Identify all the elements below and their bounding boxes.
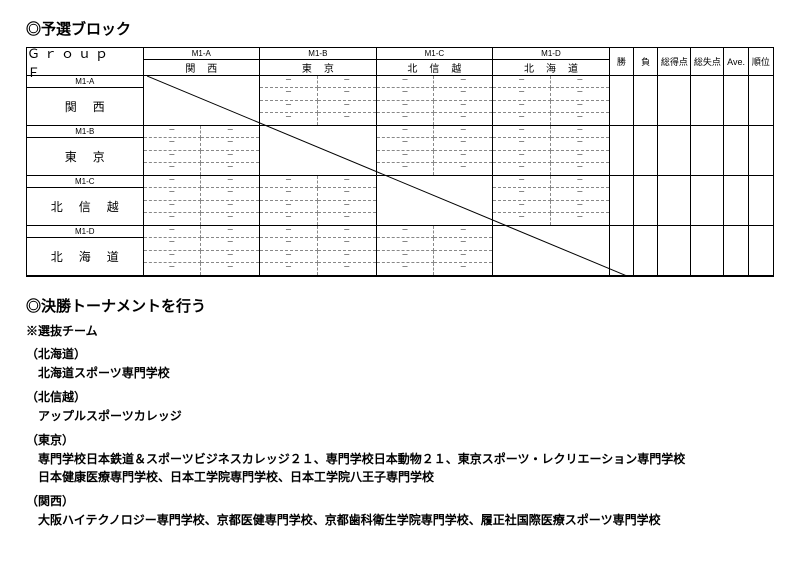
col-0: M1-A 関西 [144, 48, 261, 75]
stat-cell [658, 176, 691, 225]
stat-cell [724, 176, 748, 225]
stat-cell [691, 126, 724, 175]
region-tokyo: （東京） [26, 431, 774, 448]
col-3: M1-D 北海道 [493, 48, 610, 75]
region-kansai: （関西） [26, 492, 774, 509]
stat-head: Ave. [724, 48, 748, 75]
match: －－－－－－－－ [144, 226, 261, 275]
match: －－－－－－－－ [493, 76, 610, 125]
row-code: M1-D [27, 226, 143, 238]
teams-hokushinetsu: アップルスポーツカレッジ [38, 407, 774, 425]
match: －－－－－－－－ [377, 126, 494, 175]
stat-head: 勝 [610, 48, 634, 75]
teams-tokyo-2: 日本健康医療専門学校、日本工学院専門学校、日本工学院八王子専門学校 [38, 468, 774, 486]
teams-tokyo-1: 専門学校日本鉄道＆スポーツビジネスカレッジ２１、専門学校日本動物２１、東京スポー… [38, 450, 774, 468]
grid-header: Ｇｒｏｕｐ Ｆ M1-A 関西 M1-B 東京 M1-C 北信越 M1-D 北海… [27, 48, 773, 76]
row-region: 北信越 [27, 188, 143, 225]
col-region: 関西 [144, 60, 260, 75]
stat-cell [749, 226, 773, 275]
stat-head: 負 [634, 48, 658, 75]
stat-cell [691, 226, 724, 275]
row-region: 北海道 [27, 238, 143, 275]
stat-cell [634, 176, 658, 225]
stat-cell [634, 76, 658, 125]
stat-cell [610, 226, 634, 275]
col-code: M1-B [260, 48, 376, 60]
region-hokushinetsu: （北信越） [26, 388, 774, 405]
col-code: M1-C [377, 48, 493, 60]
match: －－－－－－－－ [260, 226, 377, 275]
stat-cell [724, 226, 748, 275]
title-preliminary: ◎予選ブロック [26, 18, 774, 39]
grid-row: M1-C 北信越 －－－－－－－－ －－－－－－－－ －－－－－－－－ [27, 176, 773, 226]
row-code: M1-C [27, 176, 143, 188]
stat-cell [658, 126, 691, 175]
grid-row: M1-B 東京 －－－－－－－－ －－－－－－－－ －－－－－－－－ [27, 126, 773, 176]
col-code: M1-D [493, 48, 609, 60]
stat-cell [634, 226, 658, 275]
grid-row: M1-D 北海道 －－－－－－－－ －－－－－－－－ －－－－－－－－ [27, 226, 773, 276]
stat-head: 順位 [749, 48, 773, 75]
stat-cell [749, 76, 773, 125]
match: －－－－－－－－ [144, 176, 261, 225]
row-left: M1-B 東京 [27, 126, 144, 175]
col-1: M1-B 東京 [260, 48, 377, 75]
match-self [377, 176, 494, 225]
col-2: M1-C 北信越 [377, 48, 494, 75]
stat-cell [724, 76, 748, 125]
match: －－－－－－－－ [493, 126, 610, 175]
selected-teams-label: ※選抜チーム [26, 322, 774, 339]
stat-head: 総得点 [658, 48, 691, 75]
stat-cell [610, 126, 634, 175]
col-region: 北海道 [493, 60, 609, 75]
col-region: 北信越 [377, 60, 493, 75]
match: －－－－－－－－ [260, 176, 377, 225]
stat-cell [610, 76, 634, 125]
stat-cell [749, 176, 773, 225]
teams-hokkaido: 北海道スポーツ専門学校 [38, 364, 774, 382]
stat-cell [658, 76, 691, 125]
stat-cell [658, 226, 691, 275]
stat-cell [610, 176, 634, 225]
match: －－－－－－－－ [377, 76, 494, 125]
match-self [260, 126, 377, 175]
col-code: M1-A [144, 48, 260, 60]
group-name: Ｇｒｏｕｐ Ｆ [27, 48, 144, 75]
title-finals: ◎決勝トーナメントを行う [26, 295, 774, 316]
row-code: M1-A [27, 76, 143, 88]
region-hokkaido: （北海道） [26, 345, 774, 362]
stat-cell [724, 126, 748, 175]
match: －－－－－－－－ [260, 76, 377, 125]
match: －－－－－－－－ [493, 176, 610, 225]
row-left: M1-C 北信越 [27, 176, 144, 225]
match-self [144, 76, 261, 125]
match: －－－－－－－－ [377, 226, 494, 275]
stat-cell [749, 126, 773, 175]
row-region: 東京 [27, 138, 143, 175]
grid-row: M1-A 関西 －－－－－－－－ －－－－－－－－ －－－－－－－－ [27, 76, 773, 126]
teams-kansai: 大阪ハイテクノロジー専門学校、京都医健専門学校、京都歯科衛生学院専門学校、履正社… [38, 511, 774, 529]
row-region: 関西 [27, 88, 143, 125]
match: －－－－－－－－ [144, 126, 261, 175]
row-left: M1-D 北海道 [27, 226, 144, 275]
stat-head: 総失点 [691, 48, 724, 75]
stat-cell [691, 176, 724, 225]
row-code: M1-B [27, 126, 143, 138]
stat-cell [634, 126, 658, 175]
bracket-grid: Ｇｒｏｕｐ Ｆ M1-A 関西 M1-B 東京 M1-C 北信越 M1-D 北海… [26, 47, 774, 277]
stat-cell [691, 76, 724, 125]
col-region: 東京 [260, 60, 376, 75]
match-self [493, 226, 610, 275]
row-left: M1-A 関西 [27, 76, 144, 125]
